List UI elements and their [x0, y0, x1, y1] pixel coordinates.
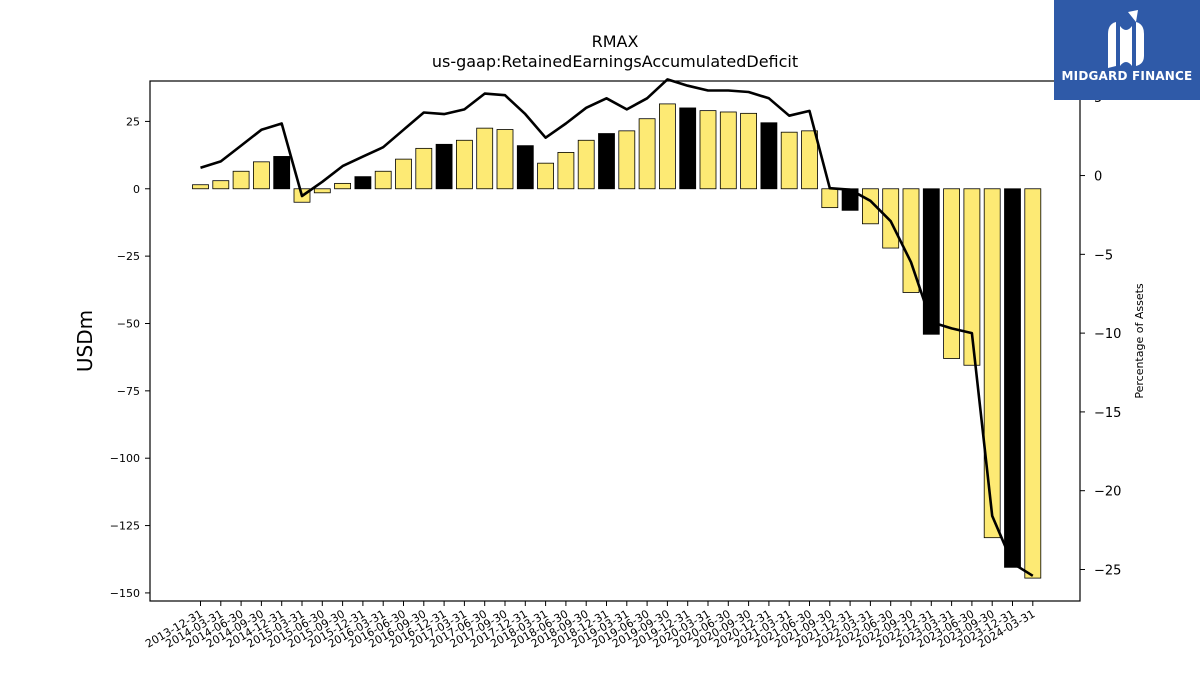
- y-tick-label: −100: [110, 452, 140, 465]
- y-tick-label: 0: [133, 183, 140, 196]
- bar: [252, 161, 270, 190]
- bar: [760, 122, 778, 190]
- bar: [455, 139, 473, 190]
- bar: [922, 188, 940, 335]
- bar: [801, 130, 818, 190]
- y-tick-label: −150: [110, 587, 140, 600]
- y2-tick-label: 0: [1094, 170, 1102, 185]
- y2-tick-label: −20: [1094, 485, 1121, 500]
- bar: [618, 130, 636, 190]
- bar: [435, 143, 453, 190]
- bar: [1004, 188, 1021, 568]
- bar: [882, 188, 900, 249]
- y-tick-label: 25: [126, 115, 140, 128]
- bar: [537, 162, 554, 190]
- y2-tick-label: −5: [1094, 248, 1113, 263]
- y2-tick-label: −25: [1094, 563, 1121, 578]
- y-tick-label: −25: [117, 250, 140, 263]
- logo-mark-icon: [1108, 10, 1144, 68]
- bar: [821, 188, 839, 209]
- chart-subtitle: us-gaap:RetainedEarningsAccumulatedDefic…: [431, 52, 799, 71]
- plot-frame: [149, 80, 1081, 602]
- logo-text: MIDGARD FINANCE: [1061, 69, 1193, 83]
- bar: [659, 103, 676, 190]
- y2-axis-label: Percentage of Assets: [1133, 283, 1146, 399]
- bar: [598, 133, 615, 190]
- bar: [699, 110, 717, 190]
- bar: [395, 158, 412, 190]
- bar: [212, 180, 230, 190]
- bar: [232, 170, 250, 190]
- bar: [740, 112, 757, 190]
- bar: [780, 131, 798, 190]
- series-line: [200, 78, 1034, 577]
- chart-title: RMAX: [591, 32, 639, 51]
- y2-tick-label: −15: [1094, 406, 1121, 421]
- bar: [943, 188, 960, 359]
- bar: [476, 127, 494, 190]
- midgard-finance-logo: MIDGARD FINANCE: [1054, 0, 1200, 100]
- bar: [334, 182, 352, 190]
- bar: [577, 139, 595, 190]
- bar: [354, 176, 372, 190]
- bar: [963, 188, 981, 366]
- bar: [192, 184, 209, 190]
- bar: [415, 147, 433, 190]
- bar: [516, 145, 534, 190]
- bar: [496, 129, 514, 190]
- bar: [638, 118, 656, 190]
- bar: [983, 188, 1001, 539]
- bar: [1024, 188, 1042, 579]
- y-tick-label: −75: [117, 385, 140, 398]
- bar: [374, 170, 392, 190]
- y2-tick-label: −10: [1094, 327, 1121, 342]
- y-axis-label: USDm: [73, 310, 97, 372]
- bar: [719, 111, 737, 190]
- bar: [313, 188, 331, 194]
- y-tick-label: −50: [117, 317, 140, 330]
- bar: [273, 156, 291, 190]
- bar: [679, 107, 697, 190]
- bar: [557, 151, 575, 190]
- y-tick-label: −125: [110, 520, 140, 533]
- bar: [902, 188, 920, 293]
